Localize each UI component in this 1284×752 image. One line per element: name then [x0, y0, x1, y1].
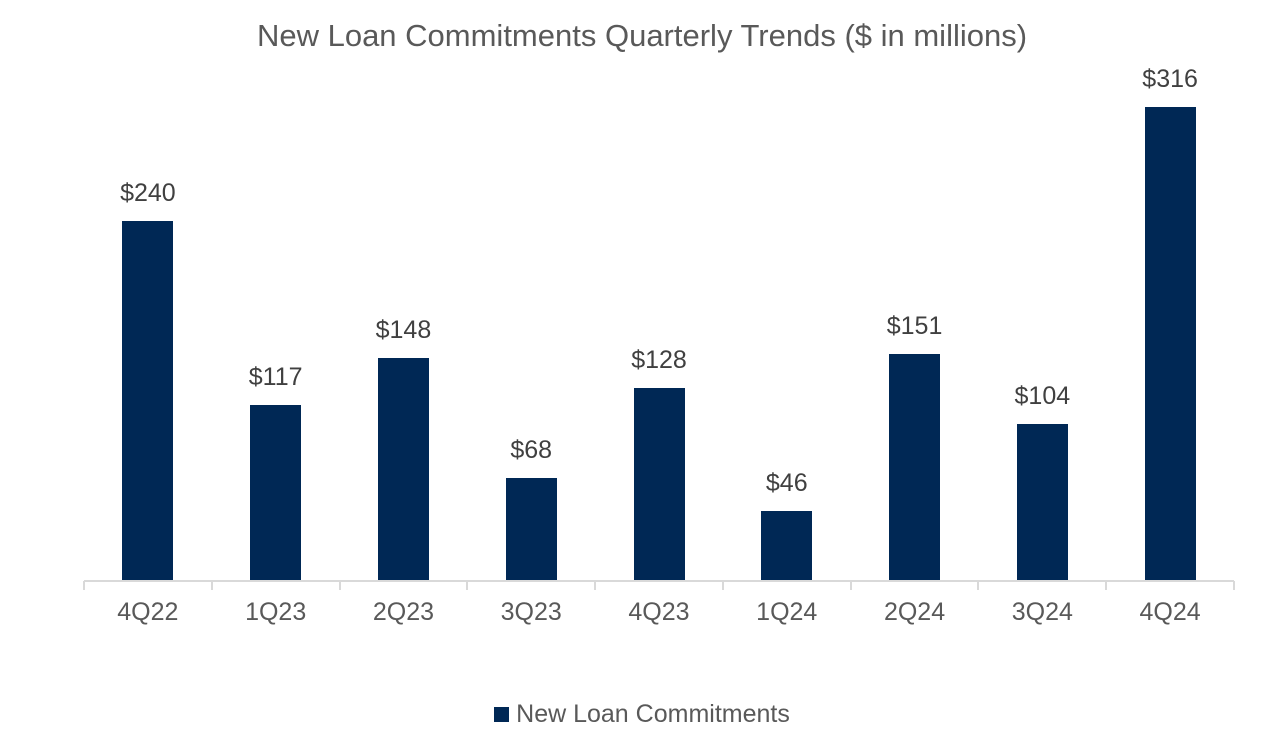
- bar-2q24: [889, 354, 941, 580]
- x-axis-label: 1Q23: [245, 598, 307, 626]
- x-axis-tick: [1105, 581, 1108, 590]
- x-axis-tick: [721, 581, 724, 590]
- bar-3q23: [505, 478, 557, 580]
- bar-2q23: [377, 358, 429, 580]
- data-label: $68: [510, 436, 553, 464]
- x-axis-tick: [594, 581, 597, 590]
- data-label: $117: [248, 363, 303, 391]
- x-axis-label: 3Q24: [1011, 598, 1073, 626]
- x-axis-label: 4Q23: [628, 598, 690, 626]
- data-label: $128: [631, 346, 687, 374]
- data-label: $240: [120, 179, 176, 207]
- x-axis-label: 4Q24: [1139, 598, 1201, 626]
- x-axis-label: 4Q22: [117, 598, 179, 626]
- bar-4q24: [1144, 107, 1196, 580]
- chart-title: New Loan Commitments Quarterly Trends ($…: [256, 18, 1028, 53]
- x-axis-tick: [1233, 581, 1235, 590]
- x-axis-label: 3Q23: [500, 598, 562, 626]
- x-axis-label: 2Q24: [883, 598, 946, 626]
- bar-4q22: [122, 221, 174, 580]
- x-axis-tick: [466, 581, 469, 590]
- x-axis-tick: [83, 581, 85, 590]
- x-axis-tick: [849, 581, 852, 590]
- bar-1q23: [250, 405, 302, 580]
- bar-3q24: [1016, 424, 1068, 580]
- x-axis-tick: [338, 581, 341, 590]
- legend: New Loan Commitments: [0, 700, 1284, 729]
- data-label: $104: [1014, 382, 1071, 410]
- legend-swatch-icon: [494, 707, 510, 722]
- x-axis-line: [84, 580, 1234, 582]
- data-label: $46: [765, 469, 808, 497]
- legend-label: New Loan Commitments: [516, 700, 790, 728]
- x-axis-tick: [210, 581, 213, 590]
- data-label: $148: [375, 316, 432, 344]
- x-axis-tick: [977, 581, 980, 590]
- data-label: $151: [886, 312, 943, 340]
- bar-4q23: [633, 388, 685, 580]
- x-axis-label: 2Q23: [372, 598, 435, 626]
- data-label: $316: [1142, 65, 1198, 93]
- x-axis-label: 1Q24: [756, 598, 818, 626]
- bar-1q24: [761, 511, 813, 580]
